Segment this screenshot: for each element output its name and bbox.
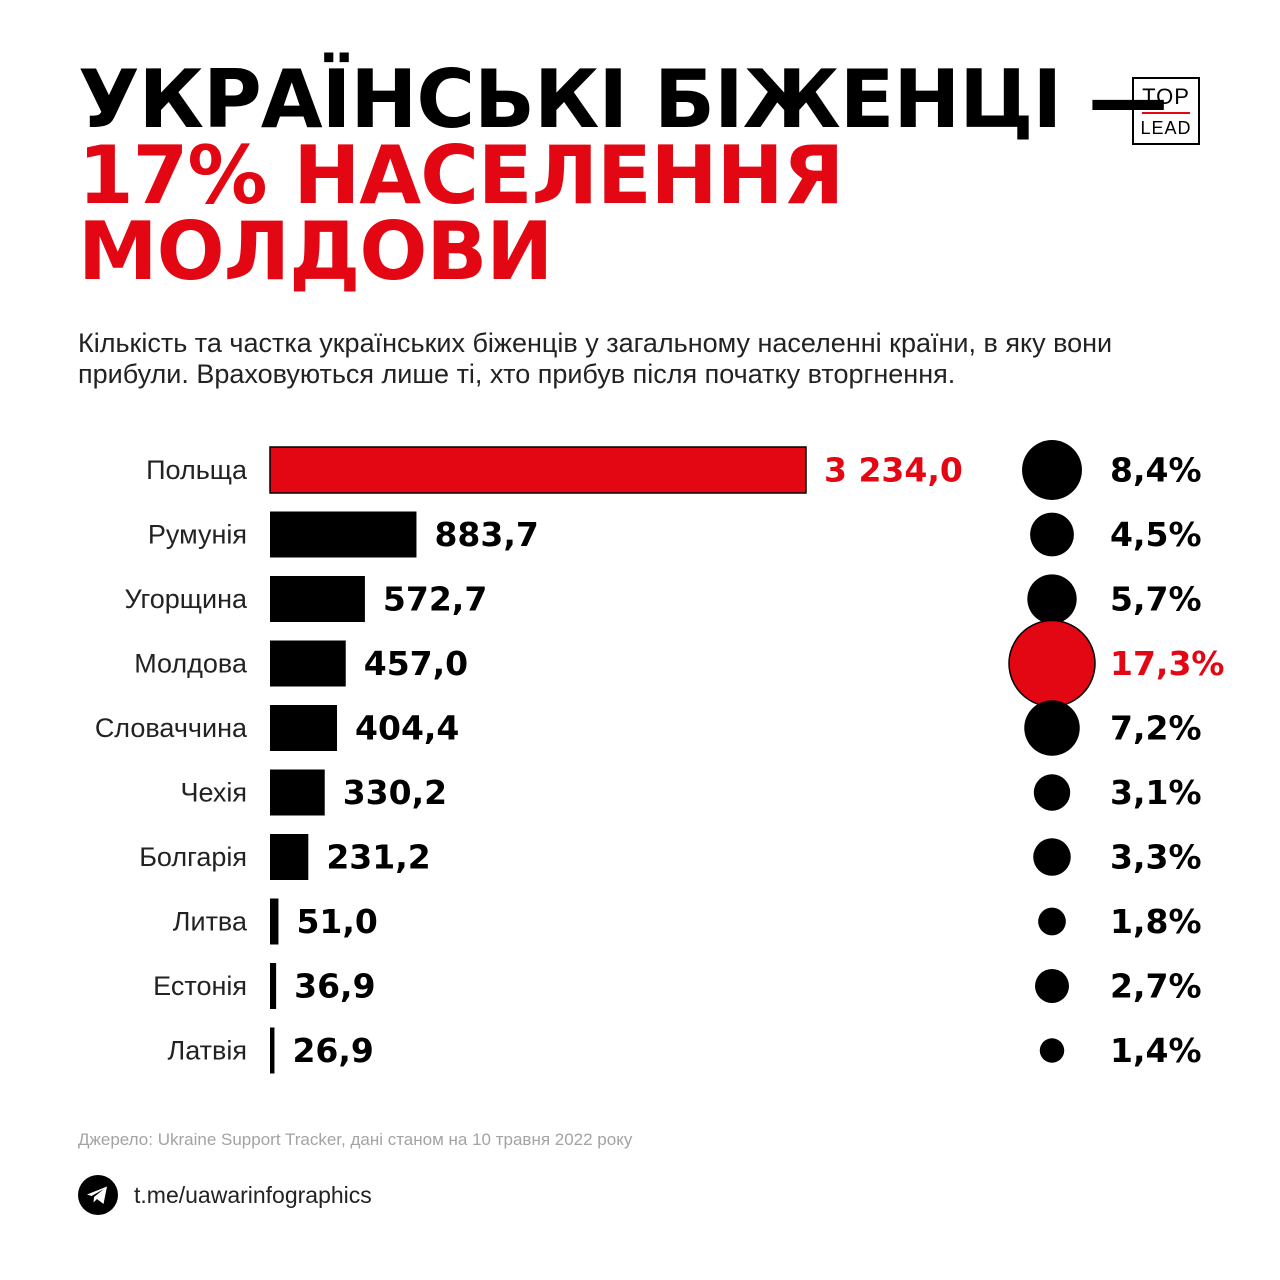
logo-text-top: TOP [1142,85,1190,114]
share-circle [1022,440,1082,500]
share-value-label: 4,5% [1110,515,1202,554]
bar [270,511,417,558]
bar-value-label: 457,0 [364,644,468,683]
bar-value-label: 330,2 [343,773,447,812]
bar [270,834,309,880]
country-label: Чехія [180,778,247,808]
share-circle [1008,619,1096,708]
logo-text-bottom: LEAD [1140,117,1192,138]
title-line-2: 17% НАСЕЛЕННЯ [78,129,844,222]
country-label: Словаччина [95,713,248,743]
share-circle [1033,774,1071,811]
bar [270,705,338,751]
telegram-link[interactable]: t.me/uawarinfographics [134,1181,372,1208]
bar-value-label: 231,2 [326,838,430,877]
share-value-label: 3,1% [1110,773,1202,812]
bar [270,576,365,622]
bar-value-label: 26,9 [292,1031,373,1070]
bar [269,446,807,494]
title-line-3: МОЛДОВИ [78,205,553,298]
country-label: Молдова [134,649,248,679]
country-label: Латвія [168,1036,247,1066]
bar-value-label: 3 234,0 [824,451,963,490]
bar-value-label: 36,9 [294,967,375,1006]
bar-value-label: 572,7 [383,580,487,619]
country-label: Угорщина [125,584,248,614]
country-label: Литва [173,907,248,937]
share-circle [1035,969,1069,1003]
share-value-label: 5,7% [1110,580,1202,619]
bar-value-label: 51,0 [296,902,377,941]
share-value-label: 7,2% [1110,709,1202,748]
share-value-label: 3,3% [1110,838,1202,877]
share-value-label: 2,7% [1110,967,1202,1006]
telegram-icon [78,1175,118,1215]
subtitle: Кількість та частка українських біженців… [78,328,1113,389]
share-circle [1030,512,1074,557]
bar [270,898,279,945]
country-label: Болгарія [139,842,247,872]
bar-value-label: 883,7 [434,515,538,554]
share-value-label: 17,3% [1110,644,1225,683]
country-label: Польща [146,455,248,485]
share-circle [1033,838,1071,876]
source-note: Джерело: Ukraine Support Tracker, дані с… [78,1130,633,1149]
bar-value-label: 404,4 [355,709,459,748]
refugees-chart: Польща 3 234,0 8,4% Румунія 883,7 4,5% Угорщин… [95,440,1225,1074]
share-circle [1039,1038,1065,1063]
share-value-label: 8,4% [1110,451,1202,490]
country-label: Румунія [148,520,247,550]
share-circle [1024,700,1080,756]
share-circle [1027,574,1077,624]
bar [270,963,277,1009]
share-value-label: 1,8% [1110,902,1202,941]
top-lead-logo: TOP LEAD [1132,77,1200,145]
country-label: Естонія [153,971,247,1001]
bar [270,769,325,816]
share-value-label: 1,4% [1110,1031,1202,1070]
bar [270,1027,275,1074]
share-circle [1038,907,1066,936]
title-line-1: УКРАЇНСЬКІ БІЖЕНЦІ — [78,53,1168,146]
footer: t.me/uawarinfographics [78,1175,372,1215]
bar [270,640,346,687]
title: УКРАЇНСЬКІ БІЖЕНЦІ — 17% НАСЕЛЕННЯ МОЛДО… [78,53,1168,298]
